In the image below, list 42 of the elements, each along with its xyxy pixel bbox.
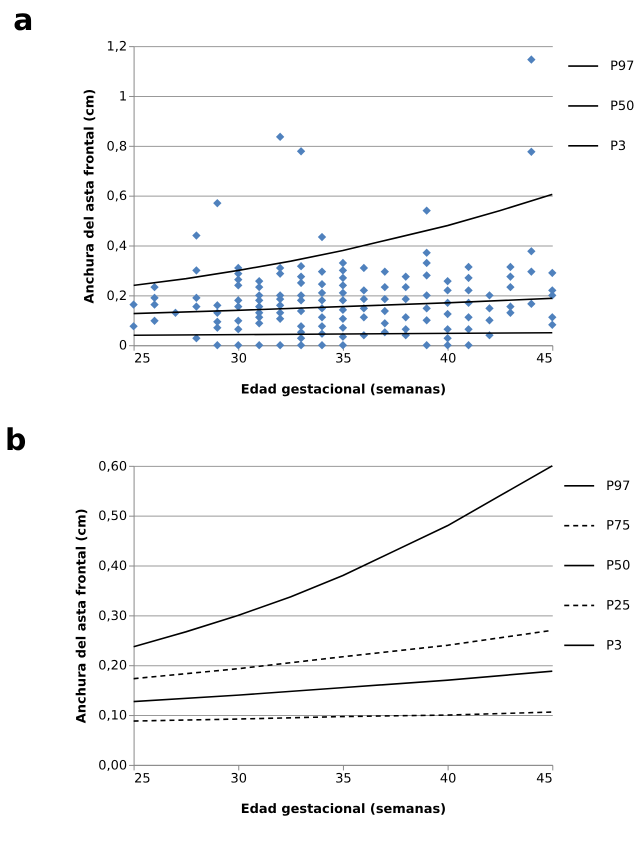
line-series [132,194,554,286]
legend-label: P97 [606,478,630,494]
y-tick-label: 0,60 [98,459,128,474]
x-axis-title: Edad gestacional (semanas) [240,382,446,398]
y-tick-label: 0 [118,338,128,354]
line-series [132,711,554,722]
x-tick-label: 35 [335,771,352,786]
y-axis-title: Anchura del asta frontal (cm) [74,508,90,724]
y-tick-label: 0,30 [98,608,128,624]
chart-title: a [13,3,34,38]
y-tick-label: 0,50 [98,509,128,524]
x-tick-label: 40 [440,771,456,786]
x-tick-label: 30 [230,352,247,367]
y-tick-label: 0,6 [106,189,128,204]
y-tick-label: 0,8 [106,139,128,154]
x-tick-label: 25 [134,771,151,786]
legend-label: P75 [606,518,630,534]
x-tick-label: 35 [335,352,352,367]
y-tick-label: 0,20 [98,658,128,674]
legend-label: P50 [606,558,630,574]
y-tick-label: 0,10 [98,708,128,724]
x-axis-title: Edad gestacional (semanas) [240,802,446,818]
line-series [132,670,554,702]
y-tick-label: 0,40 [98,559,128,574]
y-axis-title: Anchura del asta frontal (cm) [82,88,98,304]
legend-label: P3 [606,638,622,654]
y-tick-label: 0,4 [106,239,128,254]
x-tick-label: 30 [230,771,247,786]
legend-label: P97 [610,59,634,74]
x-tick-label: 40 [440,352,456,367]
legend-label: P3 [610,138,626,154]
line-series [132,465,554,648]
x-tick-label: 45 [536,352,553,367]
x-tick-label: 25 [134,352,151,367]
chart-title: b [5,422,26,458]
legend-label: P25 [606,598,630,614]
y-tick-label: 1 [118,89,128,104]
y-tick-label: 1,2 [106,40,128,55]
y-tick-label: 0,2 [106,288,128,304]
legend-label: P50 [610,98,634,114]
y-tick-label: 0,00 [98,758,128,774]
x-tick-label: 45 [536,771,553,786]
